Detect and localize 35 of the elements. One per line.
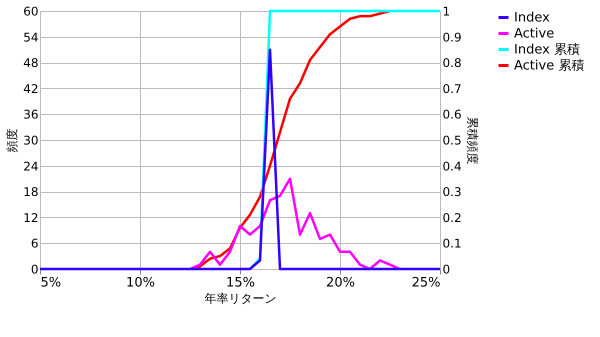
y-tick-label: 0: [30, 262, 38, 276]
y-tick-label: 18: [23, 185, 38, 200]
y-tick-label: 12: [23, 210, 38, 225]
line-series: [188, 177, 402, 270]
y-tick-label: 48: [23, 56, 38, 70]
y2-tick-label: 0.2: [442, 210, 462, 225]
y2-tick-label: 0.6: [442, 108, 462, 122]
y2-tick-label: 0: [442, 262, 450, 276]
y2-tick-label: 0.7: [442, 82, 462, 96]
legend-label: Index 累積: [514, 42, 580, 58]
y2-tick-label: 0.8: [442, 56, 462, 70]
y-tick-label: 42: [23, 82, 38, 96]
y-tick-label: 36: [23, 108, 38, 122]
y2-tick-label: 0.5: [442, 134, 462, 148]
y2-tick-label: 1: [442, 4, 450, 18]
y2-tick-label: 0.9: [442, 30, 462, 44]
x-tick-label: 15%: [226, 276, 255, 290]
y2-tick-label: 0.3: [442, 185, 462, 200]
y-axis-title: 頻度: [5, 128, 20, 152]
y-tick-label: 24: [23, 159, 38, 174]
y-tick-label: 6: [30, 236, 38, 251]
x-tick-label: 5%: [40, 276, 62, 290]
y2-tick-label: 0.4: [442, 159, 462, 174]
x-tick-label: 25%: [412, 276, 440, 290]
y2-tick-label: 0.1: [442, 236, 462, 251]
y-tick-label: 30: [23, 134, 38, 148]
y-tick-label: 54: [23, 30, 38, 44]
x-tick-label: 20%: [326, 276, 355, 290]
legend-label: Active: [514, 26, 554, 42]
legend-label: Index: [514, 10, 550, 26]
legend-label: Active 累積: [514, 58, 584, 74]
y2-axis-title: 累積頻度: [466, 116, 480, 164]
x-axis-title: 年率リターン: [204, 292, 276, 306]
y-tick-label: 60: [23, 4, 38, 18]
x-tick-label: 10%: [126, 276, 155, 290]
